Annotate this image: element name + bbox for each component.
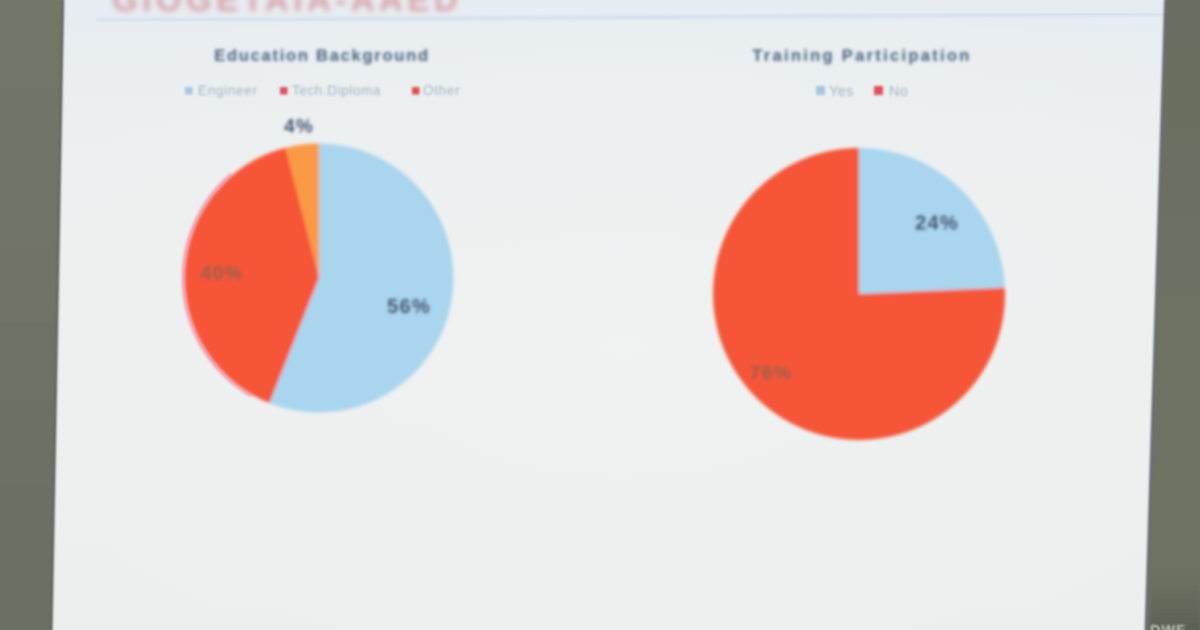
svg-text:24%: 24%	[915, 213, 959, 235]
svg-text:Training Participation: Training Participation	[752, 47, 971, 65]
svg-text:Tech.Diploma: Tech.Diploma	[292, 83, 381, 98]
svg-text:DWF: DWF	[1150, 623, 1186, 630]
svg-text:Yes: Yes	[829, 84, 854, 100]
svg-text:GIOGETAIA-AAED: GIOGETAIA-AAED	[112, 0, 462, 18]
svg-text:Other: Other	[423, 83, 460, 98]
svg-text:Engineer: Engineer	[198, 83, 258, 98]
svg-text:40%: 40%	[201, 263, 244, 285]
svg-text:56%: 56%	[387, 296, 431, 318]
svg-text:No: No	[889, 84, 908, 100]
svg-text:76%: 76%	[750, 363, 793, 385]
svg-text:4%: 4%	[284, 117, 314, 138]
svg-text:Education Background: Education Background	[214, 47, 430, 65]
